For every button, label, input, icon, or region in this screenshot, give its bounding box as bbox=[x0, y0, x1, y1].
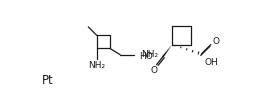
Text: OH: OH bbox=[205, 58, 218, 67]
Text: NH₂: NH₂ bbox=[88, 61, 105, 70]
Text: Pt: Pt bbox=[42, 74, 54, 87]
Text: HO: HO bbox=[139, 52, 153, 61]
Text: NH₂: NH₂ bbox=[141, 50, 158, 59]
Text: O: O bbox=[151, 66, 158, 75]
Polygon shape bbox=[162, 45, 172, 58]
Text: O: O bbox=[213, 37, 220, 46]
